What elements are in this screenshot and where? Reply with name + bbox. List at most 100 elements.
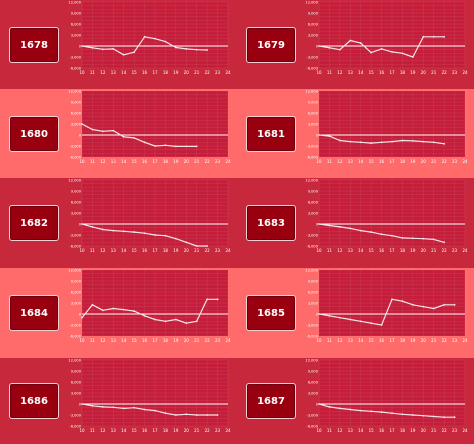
chart-id-badge[interactable]: 1681 <box>246 116 296 152</box>
y-tick-label: 12,000 <box>68 90 81 94</box>
x-tick-label: 15 <box>132 159 138 164</box>
data-point <box>411 139 414 142</box>
y-tick-label: -3,000 <box>306 56 318 60</box>
data-point <box>370 51 373 54</box>
data-point <box>411 237 414 240</box>
chart-id-badge[interactable]: 1687 <box>246 383 296 419</box>
x-tick-label: 24 <box>462 159 468 164</box>
chart-id-badge[interactable]: 1678 <box>9 27 59 63</box>
chart-id-badge[interactable]: 1685 <box>246 295 296 331</box>
data-point <box>91 404 94 407</box>
y-tick-label: 3,000 <box>308 392 319 396</box>
data-point <box>101 228 104 231</box>
plot-background <box>82 2 228 68</box>
y-tick-label: 3,000 <box>71 212 82 216</box>
y-tick-label: 6,000 <box>308 381 319 385</box>
data-point <box>91 226 94 228</box>
data-point <box>112 48 115 50</box>
x-tick-label: 20 <box>421 159 427 164</box>
x-tick-label: 14 <box>358 428 364 433</box>
chart-id-badge[interactable]: 1680 <box>9 116 59 152</box>
chart-id-badge[interactable]: 1683 <box>246 205 296 241</box>
x-tick-label: 24 <box>225 159 231 164</box>
y-tick-label: 3,000 <box>308 123 319 127</box>
data-point <box>432 415 435 418</box>
y-tick-label: 6,000 <box>71 112 82 116</box>
data-point <box>391 50 393 53</box>
y-tick-label: 0 <box>316 403 319 407</box>
y-tick-label: 12,000 <box>68 269 81 273</box>
chart-id-badge[interactable]: 1679 <box>246 27 296 63</box>
data-point <box>164 320 167 323</box>
chart-row: 1682 12,000 9,000 6,000 3,000 0 -3,000 -6,000 10… <box>0 178 474 268</box>
data-point <box>195 320 198 323</box>
x-tick-label: 22 <box>442 248 448 253</box>
data-point <box>338 407 341 410</box>
y-tick-label: -6,000 <box>306 425 318 429</box>
data-point <box>154 318 156 321</box>
data-point <box>338 48 341 51</box>
chart-id-badge[interactable]: 1682 <box>9 205 59 241</box>
x-tick-label: 12 <box>100 338 106 343</box>
x-tick-label: 24 <box>462 248 468 253</box>
x-tick-label: 22 <box>205 248 211 253</box>
x-tick-label: 23 <box>215 159 221 164</box>
data-point <box>370 142 373 144</box>
x-tick-label: 11 <box>327 338 333 343</box>
x-tick-label: 19 <box>410 70 416 75</box>
data-point <box>185 413 188 416</box>
data-point <box>318 403 320 405</box>
x-tick-label: 23 <box>452 159 458 164</box>
chart-cell: 1687 12,000 9,000 6,000 3,000 0 -3,000 -6,000 10… <box>237 358 474 444</box>
x-tick-label: 12 <box>100 248 106 253</box>
y-tick-label: 12,000 <box>68 179 81 183</box>
x-tick-label: 19 <box>173 70 179 75</box>
x-tick-label: 19 <box>410 248 416 253</box>
y-tick-label: 0 <box>316 313 319 317</box>
data-point <box>206 245 209 247</box>
y-tick-label: 0 <box>79 134 82 138</box>
x-tick-label: 22 <box>442 428 448 433</box>
x-tick-label: 13 <box>348 159 354 164</box>
data-point <box>154 37 156 40</box>
x-tick-label: 15 <box>132 428 138 433</box>
data-point <box>328 46 331 49</box>
y-tick-label: 0 <box>316 134 319 138</box>
data-point <box>349 140 352 143</box>
x-tick-label: 15 <box>132 338 138 343</box>
x-tick-label: 16 <box>142 428 148 433</box>
y-tick-label: 9,000 <box>308 101 319 105</box>
x-tick-label: 21 <box>431 428 437 433</box>
x-tick-label: 17 <box>152 338 158 343</box>
x-tick-label: 13 <box>348 70 354 75</box>
x-tick-label: 14 <box>358 248 364 253</box>
plot-background <box>319 360 465 426</box>
y-tick-label: 3,000 <box>71 34 82 38</box>
x-tick-label: 13 <box>111 159 117 164</box>
data-point <box>359 229 362 232</box>
data-point <box>216 298 219 301</box>
y-tick-label: 12,000 <box>305 179 318 183</box>
data-point <box>195 245 198 247</box>
series-line <box>81 123 197 148</box>
x-tick-label: 16 <box>142 159 148 164</box>
y-tick-label: -3,000 <box>306 145 318 149</box>
chart-id-badge[interactable]: 1684 <box>9 295 59 331</box>
y-tick-label: -6,000 <box>306 156 318 160</box>
x-tick-label: 23 <box>452 70 458 75</box>
data-point <box>154 409 156 412</box>
chart-row: 1680 12,000 9,000 6,000 3,000 0 -3,000 -6,000 10… <box>0 89 474 178</box>
data-point <box>318 45 320 47</box>
x-tick-label: 12 <box>337 248 343 253</box>
x-tick-label: 20 <box>421 70 427 75</box>
data-point <box>422 305 425 308</box>
x-tick-label: 10 <box>316 428 322 433</box>
x-tick-label: 17 <box>389 70 395 75</box>
chart-id-badge[interactable]: 1686 <box>9 383 59 419</box>
x-tick-label: 23 <box>215 248 221 253</box>
series-line <box>81 403 218 416</box>
data-point <box>370 231 373 233</box>
